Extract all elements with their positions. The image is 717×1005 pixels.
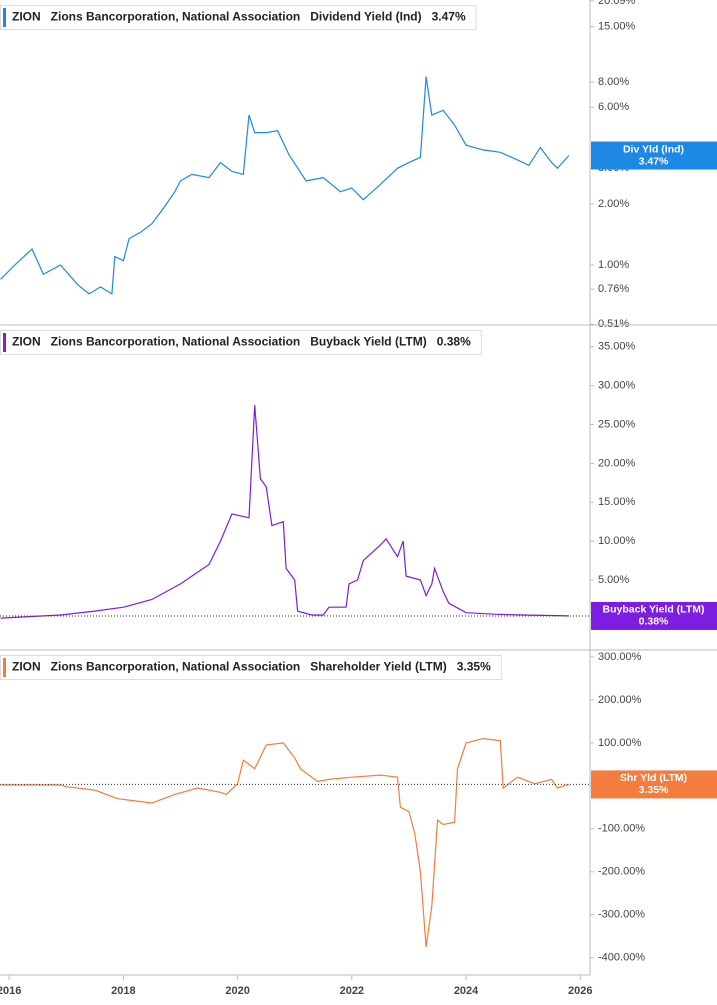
y-tick-label: 15.00% (598, 496, 636, 508)
y-tick-label: 1.00% (598, 259, 629, 271)
legend-ticker: ZION (12, 660, 41, 674)
legend-company: Zions Bancorporation, National Associati… (51, 660, 301, 674)
legend-ticker: ZION (12, 335, 41, 349)
value-badge (591, 141, 717, 170)
badge-label: Div Yld (Ind) (623, 143, 684, 155)
y-tick-label: 20.00% (598, 457, 636, 469)
x-tick-label: 2024 (454, 985, 479, 997)
x-tick-label: 2016 (0, 985, 21, 997)
x-tick-label: 2026 (568, 985, 592, 997)
legend: ZION Zions Bancorporation, National Assoc… (0, 655, 502, 680)
badge-label: Buyback Yield (LTM) (603, 604, 705, 616)
legend-swatch (3, 333, 6, 352)
badge-value: 0.38% (639, 616, 669, 628)
legend-value: 3.47% (432, 10, 466, 24)
series-line (0, 737, 570, 948)
y-tick-label: -200.00% (598, 866, 645, 878)
series-line (0, 405, 569, 619)
y-tick-label: 35.00% (598, 341, 636, 353)
y-tick-label: -400.00% (598, 952, 645, 964)
y-tick-label: 10.00% (598, 535, 636, 547)
badge-value: 3.47% (639, 155, 669, 167)
y-tick-label: 200.00% (598, 694, 642, 706)
legend-swatch (3, 8, 6, 27)
legend-metric: Dividend Yield (Ind) (310, 10, 421, 24)
y-tick-label: 20.09% (598, 0, 636, 7)
legend-company: Zions Bancorporation, National Associati… (51, 335, 301, 349)
y-tick-label: -300.00% (598, 909, 645, 921)
value-badge (591, 770, 717, 799)
legend-box (0, 5, 477, 30)
x-tick-label: 2018 (111, 985, 135, 997)
x-tick-label: 2020 (225, 985, 249, 997)
y-tick-label: 25.00% (598, 418, 636, 430)
legend-box (0, 330, 482, 355)
y-tick-label: 2.00% (598, 198, 629, 210)
y-tick-label: 5.00% (598, 574, 629, 586)
badge-label: Shr Yld (LTM) (620, 772, 687, 784)
value-badge (591, 601, 717, 630)
legend-ticker: ZION (12, 10, 41, 24)
badge-value: 3.35% (639, 784, 669, 796)
legend-company: Zions Bancorporation, National Associati… (51, 10, 301, 24)
y-tick-label: 15.00% (598, 21, 636, 33)
y-tick-label: 8.00% (598, 76, 629, 88)
legend-swatch (3, 658, 6, 677)
legend-metric: Buyback Yield (LTM) (310, 335, 426, 349)
y-tick-label: -100.00% (598, 823, 645, 835)
legend: ZION Zions Bancorporation, National Assoc… (0, 330, 482, 355)
y-tick-label: 0.51% (598, 318, 629, 330)
y-tick-label: 6.00% (598, 101, 629, 113)
legend-value: 0.38% (437, 335, 471, 349)
y-tick-label: 30.00% (598, 380, 636, 392)
y-tick-label: 0.76% (598, 283, 629, 295)
legend-metric: Shareholder Yield (LTM) (310, 660, 446, 674)
legend-value: 3.35% (457, 660, 491, 674)
x-tick-label: 2022 (340, 985, 364, 997)
y-tick-label: 300.00% (598, 651, 642, 663)
legend-box (0, 655, 502, 680)
series-line (0, 76, 570, 295)
legend: ZION Zions Bancorporation, National Assoc… (0, 5, 477, 30)
y-tick-label: 100.00% (598, 737, 642, 749)
